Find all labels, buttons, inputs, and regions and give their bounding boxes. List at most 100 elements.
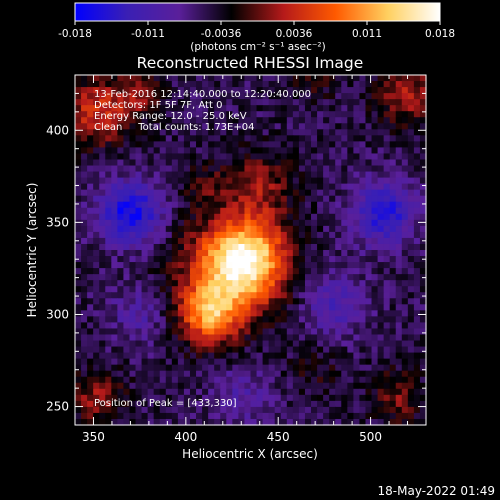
heatmap-cell bbox=[220, 268, 227, 275]
heatmap-cell bbox=[147, 141, 155, 149]
heatmap-cell bbox=[87, 81, 94, 88]
heatmap-cell bbox=[171, 298, 179, 305]
heatmap-cell bbox=[165, 292, 173, 299]
heatmap-cell bbox=[93, 352, 100, 360]
heatmap-cell bbox=[129, 388, 137, 396]
heatmap-cell bbox=[202, 340, 209, 348]
heatmap-cell bbox=[274, 298, 282, 305]
heatmap-cell bbox=[75, 213, 82, 221]
heatmap-cell bbox=[280, 292, 288, 299]
heatmap-cell bbox=[159, 394, 167, 402]
heatmap-cell bbox=[135, 141, 143, 149]
heatmap-cell bbox=[177, 207, 185, 215]
heatmap-cell bbox=[99, 141, 106, 149]
heatmap-cell bbox=[268, 231, 276, 239]
heatmap-cell bbox=[401, 346, 409, 354]
heatmap-cell bbox=[274, 274, 282, 281]
heatmap-cell bbox=[159, 111, 167, 118]
heatmap-cell bbox=[371, 123, 379, 130]
heatmap-cell bbox=[147, 400, 155, 408]
heatmap-cell bbox=[377, 201, 385, 209]
heatmap-cell bbox=[81, 231, 88, 239]
heatmap-cell bbox=[262, 105, 270, 112]
heatmap-cell bbox=[335, 99, 342, 106]
heatmap-cell bbox=[323, 105, 330, 112]
heatmap-cell bbox=[87, 250, 94, 257]
heatmap-cell bbox=[401, 298, 409, 305]
heatmap-cell bbox=[117, 135, 125, 142]
heatmap-cell bbox=[129, 316, 137, 324]
heatmap-cell bbox=[147, 286, 155, 293]
heatmap-cell bbox=[280, 135, 288, 142]
heatmap-cell bbox=[232, 400, 239, 408]
heatmap-cell bbox=[365, 262, 373, 269]
heatmap-cell bbox=[389, 418, 397, 426]
heatmap-cell bbox=[256, 256, 264, 263]
heatmap-cell bbox=[123, 286, 131, 293]
heatmap-cell bbox=[226, 81, 233, 88]
heatmap-cell bbox=[413, 280, 421, 287]
heatmap-cell bbox=[123, 75, 131, 82]
heatmap-cell bbox=[304, 123, 312, 130]
heatmap-cell bbox=[153, 388, 161, 396]
heatmap-cell bbox=[183, 135, 191, 142]
heatmap-cell bbox=[177, 171, 185, 179]
heatmap-cell bbox=[407, 117, 415, 124]
heatmap-cell bbox=[81, 364, 88, 372]
heatmap-cell bbox=[274, 243, 282, 251]
heatmap-cell bbox=[177, 328, 185, 336]
heatmap-cell bbox=[105, 340, 112, 348]
heatmap-cell bbox=[407, 310, 415, 317]
heatmap-cell bbox=[123, 298, 131, 305]
heatmap-cell bbox=[359, 237, 367, 245]
heatmap-cell bbox=[365, 105, 373, 112]
heatmap-cell bbox=[292, 231, 300, 239]
heatmap-cell bbox=[129, 117, 137, 124]
heatmap-cell bbox=[377, 177, 385, 185]
heatmap-cell bbox=[135, 189, 143, 197]
heatmap-cell bbox=[304, 243, 312, 251]
heatmap-cell bbox=[335, 75, 342, 82]
heatmap-cell bbox=[75, 412, 82, 420]
heatmap-cell bbox=[189, 334, 197, 342]
heatmap-cell bbox=[311, 406, 318, 414]
heatmap-cell bbox=[117, 99, 125, 106]
heatmap-cell bbox=[147, 298, 155, 305]
heatmap-cell bbox=[208, 165, 215, 173]
heatmap-cell bbox=[371, 322, 379, 330]
heatmap-cell bbox=[359, 117, 367, 124]
heatmap-cell bbox=[256, 292, 264, 299]
heatmap-cell bbox=[153, 370, 161, 378]
heatmap-cell bbox=[165, 328, 173, 336]
heatmap-cell bbox=[286, 111, 294, 118]
heatmap-cell bbox=[389, 322, 397, 330]
heatmap-cell bbox=[365, 400, 373, 408]
heatmap-cell bbox=[389, 213, 397, 221]
heatmap-cell bbox=[371, 418, 379, 426]
heatmap-cell bbox=[413, 219, 421, 227]
heatmap-cell bbox=[244, 75, 252, 82]
heatmap-cell bbox=[389, 195, 397, 203]
heatmap-cell bbox=[419, 243, 427, 251]
heatmap-cell bbox=[196, 141, 203, 149]
heatmap-cell bbox=[111, 201, 118, 209]
heatmap-cell bbox=[117, 189, 125, 197]
heatmap-cell bbox=[347, 370, 354, 378]
heatmap-cell bbox=[262, 219, 270, 227]
heatmap-cell bbox=[256, 298, 264, 305]
heatmap-cell bbox=[177, 316, 185, 324]
heatmap-cell bbox=[389, 231, 397, 239]
heatmap-cell bbox=[250, 418, 258, 426]
heatmap-cell bbox=[135, 159, 143, 167]
heatmap-cell bbox=[159, 225, 167, 233]
heatmap-cell bbox=[238, 129, 246, 136]
heatmap-cell bbox=[383, 412, 391, 420]
heatmap-cell bbox=[365, 183, 373, 191]
heatmap-cell bbox=[413, 165, 421, 173]
heatmap-cell bbox=[93, 129, 100, 136]
heatmap-cell bbox=[226, 231, 233, 239]
heatmap-cell bbox=[159, 213, 167, 221]
heatmap-cell bbox=[75, 340, 82, 348]
heatmap-cell bbox=[329, 382, 336, 390]
heatmap-cell bbox=[323, 123, 330, 130]
